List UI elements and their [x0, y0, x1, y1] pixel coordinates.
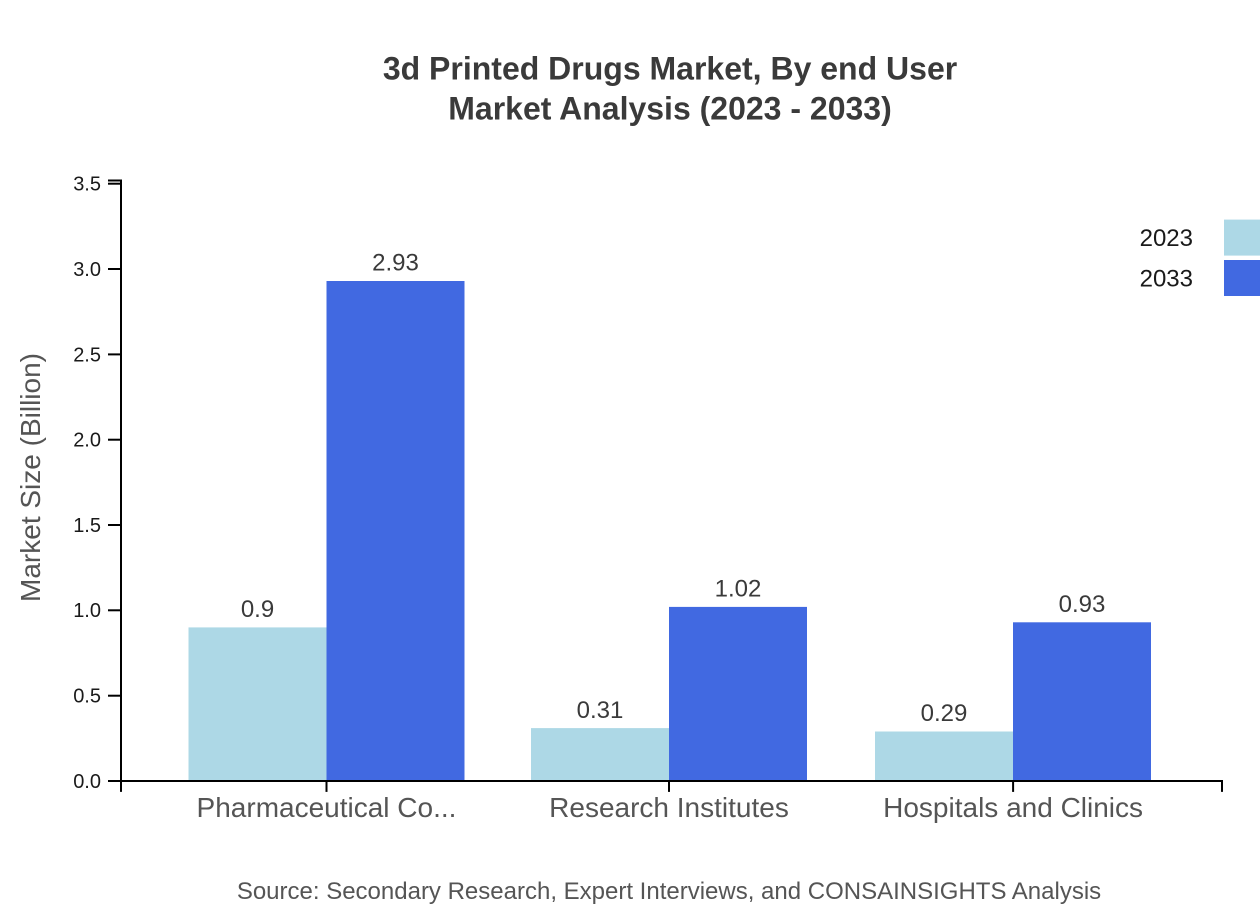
svg-text:Research Institutes: Research Institutes [549, 792, 789, 823]
svg-text:Hospitals and Clinics: Hospitals and Clinics [883, 792, 1143, 823]
svg-text:2.0: 2.0 [73, 430, 101, 452]
svg-text:1.0: 1.0 [73, 600, 101, 622]
svg-text:0.31: 0.31 [577, 697, 624, 724]
svg-text:2033: 2033 [1140, 265, 1193, 292]
svg-text:0.0: 0.0 [73, 771, 101, 793]
svg-text:3.5: 3.5 [73, 174, 101, 196]
svg-text:Source: Secondary Research, Ex: Source: Secondary Research, Expert Inter… [237, 878, 1101, 905]
svg-text:3.0: 3.0 [73, 259, 101, 281]
svg-text:2023: 2023 [1140, 225, 1193, 252]
svg-text:0.5: 0.5 [73, 686, 101, 708]
svg-text:Pharmaceutical Co...: Pharmaceutical Co... [197, 792, 457, 823]
svg-text:2.93: 2.93 [372, 250, 419, 277]
svg-text:Market Analysis (2023 - 2033): Market Analysis (2023 - 2033) [448, 91, 892, 127]
svg-text:0.93: 0.93 [1059, 591, 1106, 618]
svg-text:0.9: 0.9 [241, 596, 274, 623]
svg-text:3d Printed Drugs Market, By en: 3d Printed Drugs Market, By end User [383, 51, 957, 87]
svg-text:0.29: 0.29 [921, 700, 968, 727]
svg-text:Market Size (Billion): Market Size (Billion) [15, 353, 46, 602]
svg-text:2.5: 2.5 [73, 344, 101, 366]
svg-text:1.02: 1.02 [715, 576, 762, 603]
svg-text:1.5: 1.5 [73, 515, 101, 537]
